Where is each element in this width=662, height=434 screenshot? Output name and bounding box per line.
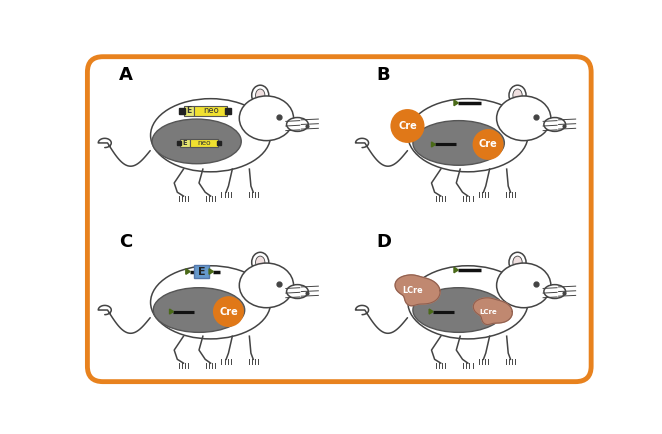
Ellipse shape <box>252 252 269 272</box>
Polygon shape <box>473 298 512 325</box>
Ellipse shape <box>287 285 308 299</box>
Polygon shape <box>209 269 213 274</box>
FancyBboxPatch shape <box>189 138 218 148</box>
FancyBboxPatch shape <box>193 265 209 279</box>
FancyBboxPatch shape <box>183 105 195 115</box>
Ellipse shape <box>239 96 293 141</box>
Text: Cre: Cre <box>479 139 497 149</box>
Ellipse shape <box>150 99 271 172</box>
FancyBboxPatch shape <box>87 57 591 381</box>
Circle shape <box>213 296 244 327</box>
Ellipse shape <box>513 89 522 102</box>
Ellipse shape <box>408 99 528 172</box>
Text: neo: neo <box>197 140 211 146</box>
Text: E: E <box>186 106 191 115</box>
FancyBboxPatch shape <box>195 105 227 115</box>
Text: C: C <box>119 233 132 251</box>
Text: A: A <box>119 66 133 84</box>
Ellipse shape <box>256 256 265 269</box>
Ellipse shape <box>513 256 522 269</box>
Polygon shape <box>454 267 458 273</box>
Ellipse shape <box>256 89 265 102</box>
Polygon shape <box>432 142 436 147</box>
Text: Cre: Cre <box>219 306 238 316</box>
Ellipse shape <box>239 263 293 308</box>
Text: neo: neo <box>203 106 218 115</box>
FancyBboxPatch shape <box>180 138 189 148</box>
Ellipse shape <box>413 288 504 332</box>
Polygon shape <box>169 309 173 314</box>
Circle shape <box>391 109 424 143</box>
Ellipse shape <box>287 118 308 132</box>
Ellipse shape <box>544 285 565 299</box>
Circle shape <box>473 129 504 160</box>
Ellipse shape <box>496 96 551 141</box>
Text: E: E <box>183 140 187 146</box>
Ellipse shape <box>544 118 565 132</box>
Ellipse shape <box>509 85 526 105</box>
Ellipse shape <box>252 85 269 105</box>
Ellipse shape <box>496 263 551 308</box>
Text: E: E <box>197 266 205 276</box>
Ellipse shape <box>150 266 271 339</box>
Ellipse shape <box>509 252 526 272</box>
Ellipse shape <box>152 119 241 164</box>
Polygon shape <box>454 100 458 105</box>
Ellipse shape <box>154 288 245 332</box>
Text: D: D <box>377 233 391 251</box>
Polygon shape <box>395 275 440 306</box>
Ellipse shape <box>413 121 504 165</box>
Text: LCre: LCre <box>402 286 422 295</box>
Text: LCre: LCre <box>479 309 497 315</box>
Text: B: B <box>377 66 390 84</box>
Ellipse shape <box>408 266 528 339</box>
Polygon shape <box>186 269 190 274</box>
Polygon shape <box>429 309 433 314</box>
Text: Cre: Cre <box>398 121 417 131</box>
